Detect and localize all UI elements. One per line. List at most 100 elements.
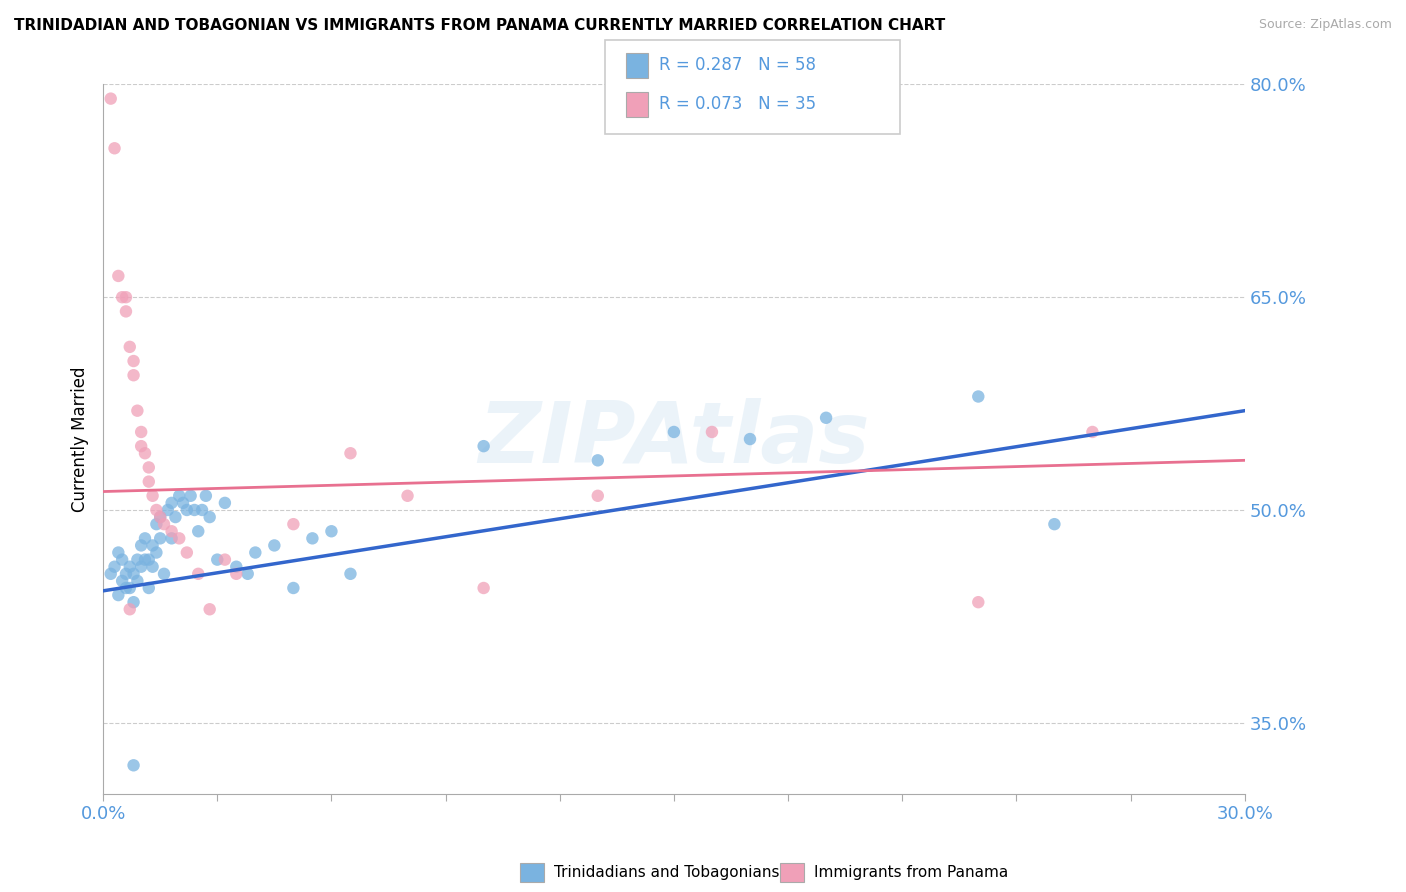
Point (160, 524, 183, 539)
Point (167, 532, 190, 546)
Point (472, 581, 495, 595)
Point (191, 503, 214, 517)
Point (115, 581, 138, 595)
Point (134, 552, 156, 566)
Point (180, 489, 202, 503)
Point (156, 503, 179, 517)
Point (134, 532, 156, 546)
Point (111, 290, 134, 304)
Point (138, 475, 160, 489)
Point (194, 489, 217, 503)
Point (122, 595, 145, 609)
Point (339, 446, 361, 460)
Point (149, 532, 172, 546)
Point (107, 588, 129, 602)
Point (115, 304, 138, 318)
Point (301, 532, 323, 546)
Point (129, 538, 152, 552)
Point (138, 581, 160, 595)
Point (198, 510, 221, 524)
Point (129, 439, 152, 453)
Point (283, 581, 305, 595)
Text: R = 0.073   N = 35: R = 0.073 N = 35 (659, 95, 817, 113)
Point (586, 489, 609, 503)
Point (142, 538, 165, 552)
Point (738, 432, 761, 446)
Point (283, 517, 305, 532)
Point (815, 410, 838, 425)
Point (127, 574, 149, 588)
Point (207, 552, 229, 566)
Point (115, 566, 138, 581)
Point (236, 566, 259, 581)
Point (129, 425, 152, 439)
Point (172, 496, 194, 510)
Point (214, 552, 236, 566)
Point (138, 552, 160, 566)
Point (198, 602, 221, 616)
Point (187, 524, 209, 539)
Point (167, 489, 190, 503)
Point (225, 559, 247, 574)
Point (472, 439, 495, 453)
Text: R = 0.287   N = 58: R = 0.287 N = 58 (659, 56, 817, 74)
Point (700, 425, 723, 439)
Point (149, 510, 172, 524)
Point (107, 268, 129, 283)
Point (183, 503, 205, 517)
Point (118, 559, 141, 574)
Point (149, 510, 172, 524)
Point (145, 517, 167, 532)
Point (662, 425, 685, 439)
Text: Trinidadians and Tobagonians: Trinidadians and Tobagonians (554, 865, 779, 880)
Point (153, 517, 176, 532)
Text: ZIPAtlas: ZIPAtlas (478, 398, 870, 481)
Point (145, 545, 167, 559)
Point (103, 559, 125, 574)
Point (187, 566, 209, 581)
Point (321, 524, 343, 539)
Point (122, 354, 145, 368)
Y-axis label: Currently Married: Currently Married (72, 367, 89, 512)
Point (115, 290, 138, 304)
Point (103, 141, 125, 155)
Point (142, 489, 165, 503)
Point (263, 538, 285, 552)
Point (118, 340, 141, 354)
Point (1043, 517, 1066, 532)
Point (165, 510, 187, 524)
Point (118, 602, 141, 616)
Point (160, 496, 183, 510)
Point (225, 566, 247, 581)
Point (129, 559, 152, 574)
Point (145, 503, 167, 517)
Point (134, 446, 156, 460)
Point (122, 758, 145, 772)
Point (967, 390, 990, 404)
Point (127, 552, 149, 566)
Point (176, 545, 198, 559)
Point (1081, 425, 1104, 439)
Point (142, 559, 165, 574)
Point (396, 489, 419, 503)
Point (127, 403, 149, 417)
Text: TRINIDADIAN AND TOBAGONIAN VS IMMIGRANTS FROM PANAMA CURRENTLY MARRIED CORRELATI: TRINIDADIAN AND TOBAGONIAN VS IMMIGRANTS… (14, 18, 945, 33)
Point (118, 581, 141, 595)
Text: Source: ZipAtlas.com: Source: ZipAtlas.com (1258, 18, 1392, 31)
Point (138, 460, 160, 475)
Point (339, 566, 361, 581)
Point (160, 532, 183, 546)
Point (122, 368, 145, 383)
Point (111, 574, 134, 588)
Point (100, 92, 122, 106)
Point (176, 503, 198, 517)
Point (100, 566, 122, 581)
Point (245, 545, 267, 559)
Point (153, 566, 176, 581)
Point (214, 496, 236, 510)
Text: Immigrants from Panama: Immigrants from Panama (814, 865, 1008, 880)
Point (967, 595, 990, 609)
Point (122, 566, 145, 581)
Point (586, 453, 609, 467)
Point (111, 552, 134, 566)
